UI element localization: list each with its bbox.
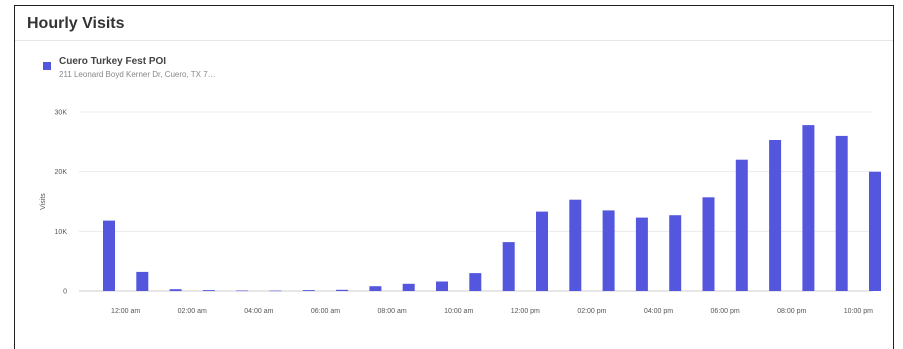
x-tick-label: 04:00 pm [644,308,673,315]
bar-1-00-am[interactable] [136,271,149,291]
bar-12-00-pm[interactable] [502,242,515,291]
legend-series-address: 211 Leonard Boyd Kerner Dr, Cuero, TX 7… [59,70,216,79]
hourly-visits-bar-chart: 0 10K 20K 30K 12:00 am 02:00 am 04:00 am 06:00… [40,110,881,315]
bar-12-00-am[interactable] [103,220,115,291]
bar-2-00-pm[interactable] [569,199,582,291]
x-tick-label: 04:00 am [244,308,273,315]
bar-2-00-am[interactable] [169,289,182,291]
x-tick-label: 06:00 pm [711,308,740,315]
bar-3-00-am[interactable] [202,290,215,291]
x-tick-label: 10:00 pm [844,308,873,315]
y-tick-label: 30K [55,110,68,117]
legend-series-name: Cuero Turkey Fest POI [59,56,167,67]
x-tick-label: 02:00 am [178,308,207,315]
x-tick-label: 12:00 am [111,308,140,315]
y-tick-label: 0 [63,289,67,296]
x-tick-label: 02:00 pm [577,308,606,315]
x-tick-label: 08:00 am [377,308,406,315]
y-axis-title: Visits [40,193,47,210]
bars [103,125,881,292]
hourly-visits-card: Hourly Visits Cuero Turkey Fest POI 211 … [14,5,894,349]
bar-8-00-pm[interactable] [769,140,782,291]
bar-4-00-pm[interactable] [635,217,648,291]
bar-8-00-am[interactable] [369,286,382,291]
bar-11-00-am[interactable] [469,273,482,291]
x-tick-label: 06:00 am [311,308,340,315]
gridlines [79,111,873,292]
x-axis-ticks: 12:00 am 02:00 am 04:00 am 06:00 am 08:00 am… [111,308,873,315]
y-tick-label: 10K [55,229,68,236]
legend-swatch [43,62,51,70]
bar-7-00-am[interactable] [336,289,349,291]
bar-5-00-am[interactable] [269,290,282,292]
bar-6-00-pm[interactable] [702,197,715,291]
y-tick-label: 20K [55,169,68,176]
bar-11-00-pm[interactable] [869,171,881,291]
bar-9-00-am[interactable] [402,283,415,291]
bar-9-00-pm[interactable] [802,125,815,291]
x-tick-label: 10:00 am [444,308,473,315]
card-title: Hourly Visits [27,15,125,32]
bar-1-00-pm[interactable] [536,211,548,291]
bar-7-00-pm[interactable] [735,159,748,291]
x-tick-label: 12:00 pm [511,308,540,315]
bar-4-00-am[interactable] [236,290,249,292]
x-tick-label: 08:00 pm [777,308,806,315]
bar-6-00-am[interactable] [302,290,315,291]
y-axis-ticks: 0 10K 20K 30K [55,110,68,296]
title-divider [15,40,893,41]
bar-5-00-pm[interactable] [669,215,682,291]
bar-3-00-pm[interactable] [602,210,615,291]
bar-10-00-pm[interactable] [835,135,848,291]
bar-10-00-am[interactable] [436,281,448,292]
